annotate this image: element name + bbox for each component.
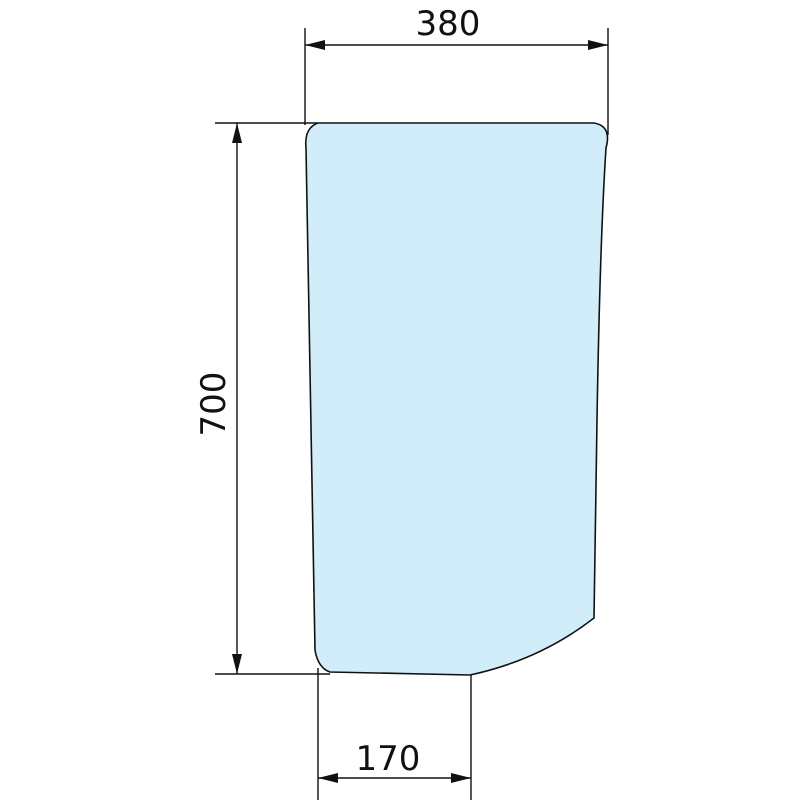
width-bottom-label: 170 [356, 739, 421, 779]
arrowhead-bottom-left [318, 773, 338, 783]
glass-panel [304, 122, 609, 676]
dimension-height: 700 [194, 122, 330, 675]
arrowhead-left-bottom [232, 654, 242, 674]
arrowhead-top-left [305, 40, 325, 50]
arrowhead-bottom-right [451, 773, 471, 783]
height-label: 700 [194, 372, 234, 437]
dimension-width-bottom: 170 [317, 668, 472, 800]
arrowhead-left-top [232, 123, 242, 143]
width-top-label: 380 [416, 4, 481, 44]
dimension-width-top: 380 [304, 4, 609, 135]
arrowhead-top-right [588, 40, 608, 50]
